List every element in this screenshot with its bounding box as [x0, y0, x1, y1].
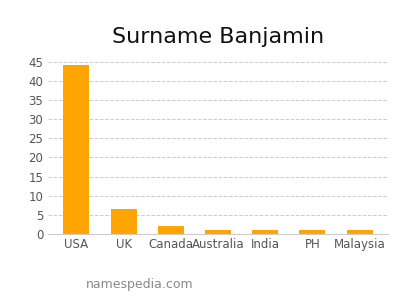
Bar [300, 230, 325, 234]
Bar [252, 230, 278, 234]
Title: Surname Banjamin: Surname Banjamin [112, 27, 324, 47]
Bar [205, 230, 231, 234]
Bar [64, 65, 90, 234]
Bar [158, 226, 184, 234]
Bar [111, 209, 136, 234]
Bar [346, 230, 372, 234]
Text: namespedia.com: namespedia.com [86, 278, 194, 291]
